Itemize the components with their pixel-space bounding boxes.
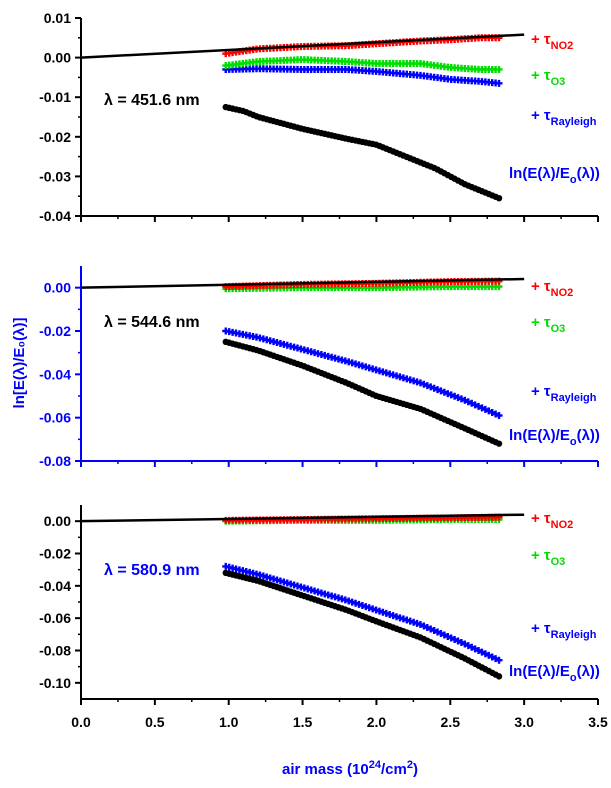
y-tick-label: -0.08 — [39, 453, 71, 469]
y-tick-label: -0.03 — [39, 168, 71, 184]
y-tick-label: 0.00 — [44, 513, 71, 529]
data-point — [496, 440, 502, 446]
y-tick-label: -0.01 — [39, 89, 71, 105]
series-total — [223, 570, 503, 680]
legend-rayleigh: + τRayleigh — [531, 620, 597, 641]
panel-3: 0.00 -0.02 -0.04 -0.06 -0.08 -0.10 λ = 580.9 n… — [39, 505, 600, 705]
y-tick-label: -0.08 — [39, 643, 71, 659]
legend-no2: + τNO2 — [531, 278, 573, 299]
y-axis-title: ln[E(λ)/E₀(λ)] — [11, 318, 28, 409]
x-tick-label: 1.0 — [219, 714, 239, 730]
wavelength-label: λ = 544.6 nm — [104, 314, 200, 331]
y-tick-label: -0.02 — [39, 323, 71, 339]
panel-1: 0.01 0.00 -0.01 -0.02 -0.03 -0.04 λ = 451.6 nm… — [39, 10, 600, 224]
data-point — [496, 673, 502, 679]
wavelength-label: λ = 451.6 nm — [104, 92, 200, 109]
x-tick-label: 1.5 — [293, 714, 313, 730]
y-tick-label: -0.04 — [39, 578, 71, 594]
y-tick-label: -0.04 — [39, 208, 71, 224]
x-tick-label: 2.0 — [367, 714, 387, 730]
y-tick-label: -0.02 — [39, 129, 71, 145]
y-tick-label: -0.10 — [39, 675, 71, 691]
legend-total: ln(E(λ)/Eo(λ)) — [509, 663, 600, 684]
x-tick-label: 3.5 — [588, 714, 608, 730]
legend-o3: + τO3 — [531, 314, 565, 335]
data-point — [496, 195, 502, 201]
legend-rayleigh: + τRayleigh — [531, 383, 597, 404]
x-tick-label: 0.0 — [71, 714, 91, 730]
legend-total: ln(E(λ)/Eo(λ)) — [509, 165, 600, 186]
legend-rayleigh: + τRayleigh — [531, 107, 597, 128]
y-tick-label: 0.00 — [44, 280, 71, 296]
y-tick-label: 0.00 — [44, 50, 71, 66]
series-total — [223, 339, 503, 447]
legend-total: ln(E(λ)/Eo(λ)) — [509, 427, 600, 448]
series-rayleigh — [222, 328, 502, 420]
x-tick-label: 3.0 — [514, 714, 534, 730]
x-tick-label: 2.5 — [441, 714, 461, 730]
legend-o3: + τO3 — [531, 67, 565, 88]
legend-o3: + τO3 — [531, 547, 565, 568]
wavelength-label: λ = 580.9 nm — [104, 562, 200, 579]
x-tick-label: 0.5 — [145, 714, 165, 730]
x-axis-title: air mass (1024/cm2) — [282, 759, 418, 778]
y-tick-label: 0.01 — [44, 10, 71, 26]
y-tick-label: -0.06 — [39, 610, 71, 626]
series-total — [223, 104, 503, 201]
legend-no2: + τNO2 — [531, 510, 573, 531]
fit-line — [81, 35, 524, 58]
y-tick-label: -0.02 — [39, 546, 71, 562]
y-tick-label: -0.04 — [39, 366, 71, 382]
panel-2: 0.00 -0.02 -0.04 -0.06 -0.08 λ = 544.6 nm + τN… — [39, 266, 600, 469]
legend-no2: + τNO2 — [531, 31, 573, 52]
y-tick-label: -0.06 — [39, 410, 71, 426]
